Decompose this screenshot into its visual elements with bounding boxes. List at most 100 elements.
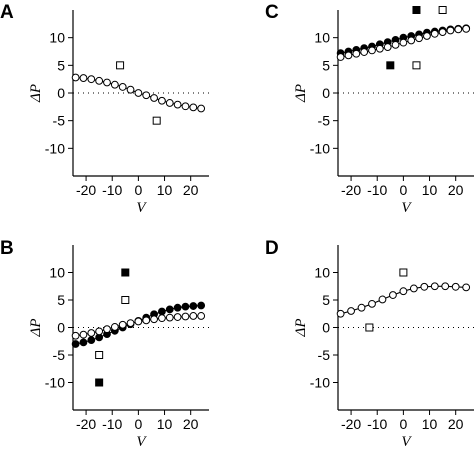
open-circle-point xyxy=(197,312,206,320)
open-circle-point xyxy=(360,48,369,56)
open-circle-point xyxy=(197,104,206,113)
x-tick-label: -10 xyxy=(102,416,122,432)
open-circle-point xyxy=(158,96,166,105)
open-circle-point xyxy=(87,75,96,84)
open-square-point xyxy=(412,61,421,70)
open-square-point xyxy=(438,6,447,14)
filled-circle-point xyxy=(189,302,198,310)
filled-circle-point xyxy=(165,305,174,314)
open-circle-point xyxy=(383,43,392,51)
y-axis-label: ΔP xyxy=(293,319,309,338)
y-tick-label: 5 xyxy=(322,57,330,73)
open-circle-point xyxy=(165,313,174,322)
open-circle-point xyxy=(430,29,439,38)
open-circle-point xyxy=(409,284,418,293)
open-circle-point xyxy=(454,25,463,34)
x-tick-label: 10 xyxy=(422,182,438,198)
y-axis-label: ΔP xyxy=(293,84,309,103)
open-circle-point xyxy=(399,38,408,47)
open-circle-point xyxy=(126,85,135,94)
open-square-point xyxy=(365,323,374,332)
x-tick-label: 20 xyxy=(183,416,199,432)
filled-circle-point xyxy=(197,301,206,310)
x-tick-label: -20 xyxy=(341,416,361,432)
y-tick-label: 5 xyxy=(57,57,65,73)
open-circle-point xyxy=(441,282,450,291)
open-circle-point xyxy=(134,89,143,97)
x-tick-label: 10 xyxy=(157,416,173,432)
x-axis-label: V xyxy=(136,200,147,216)
open-circle-point xyxy=(462,24,471,33)
x-tick-label: 20 xyxy=(183,182,199,198)
panel-letter-A: A xyxy=(0,2,14,23)
open-circle-point xyxy=(173,100,182,109)
open-circle-point xyxy=(126,319,135,328)
y-tick-label: -10 xyxy=(45,140,65,156)
open-circle-point xyxy=(71,331,80,340)
open-circle-point xyxy=(407,36,416,45)
open-circle-point xyxy=(336,309,345,318)
x-tick-label: 10 xyxy=(422,416,438,432)
open-circle-point xyxy=(142,91,151,100)
x-tick-label: -20 xyxy=(76,182,96,198)
panel-d: -10 -5 0 5 10 -20 -10 0 10 20 ΔP V xyxy=(293,245,474,450)
y-axis-label: ΔP xyxy=(28,319,44,338)
open-circle-point xyxy=(189,312,198,320)
filled-circle-point xyxy=(158,307,166,316)
open-circle-point xyxy=(134,317,143,326)
x-tick-label: 10 xyxy=(157,182,173,198)
open-circle-point xyxy=(352,49,361,58)
open-circle-point xyxy=(79,330,88,339)
open-circle-point xyxy=(150,315,158,324)
filled-square-point xyxy=(121,268,130,277)
open-circle-point xyxy=(389,291,397,299)
y-tick-label: -5 xyxy=(318,113,331,129)
open-circle-point xyxy=(71,73,80,82)
x-axis-label: V xyxy=(401,200,412,216)
y-tick-label: 10 xyxy=(49,30,65,46)
y-tick-label: 5 xyxy=(57,292,65,308)
x-axis-label: V xyxy=(136,434,147,450)
y-tick-label: -5 xyxy=(318,347,331,363)
open-circle-point xyxy=(95,327,104,336)
x-tick-label: -20 xyxy=(341,182,361,198)
panel-a: -10 -5 0 5 10 -20 -10 0 10 20 ΔP V xyxy=(28,10,209,216)
open-circle-point xyxy=(378,295,387,304)
y-tick-label: -10 xyxy=(310,140,330,156)
open-circle-point xyxy=(438,28,447,37)
y-tick-label: 5 xyxy=(322,292,330,308)
open-circle-point xyxy=(79,74,88,82)
open-circle-point xyxy=(150,94,158,102)
y-tick-label: 10 xyxy=(49,265,65,281)
x-tick-label: 0 xyxy=(399,182,407,198)
filled-square-point xyxy=(95,378,104,387)
x-tick-label: 20 xyxy=(448,182,464,198)
x-axis-label: V xyxy=(401,434,412,450)
open-square-point xyxy=(121,296,130,304)
x-tick-label: 0 xyxy=(134,416,142,432)
filled-circle-point xyxy=(181,302,190,311)
open-circle-point xyxy=(189,103,198,112)
open-square-point xyxy=(399,268,408,277)
open-circle-point xyxy=(368,299,376,308)
open-circle-point xyxy=(103,325,111,334)
filled-circle-point xyxy=(87,336,96,345)
open-square-point xyxy=(95,351,104,359)
x-tick-label: -10 xyxy=(102,182,122,198)
panel-letter-D: D xyxy=(265,238,279,259)
open-circle-point xyxy=(181,102,190,111)
open-circle-point xyxy=(158,314,166,323)
y-tick-label: -5 xyxy=(53,113,66,129)
open-circle-point xyxy=(451,282,460,291)
open-circle-point xyxy=(375,44,384,53)
x-tick-label: -10 xyxy=(367,416,387,432)
open-circle-point xyxy=(87,329,96,337)
y-tick-label: -5 xyxy=(53,347,66,363)
x-tick-label: 20 xyxy=(448,416,464,432)
y-axis-label: ΔP xyxy=(28,84,44,103)
open-circle-point xyxy=(420,282,429,291)
open-square-point xyxy=(152,116,161,125)
open-circle-point xyxy=(344,51,353,60)
open-circle-point xyxy=(357,303,366,312)
